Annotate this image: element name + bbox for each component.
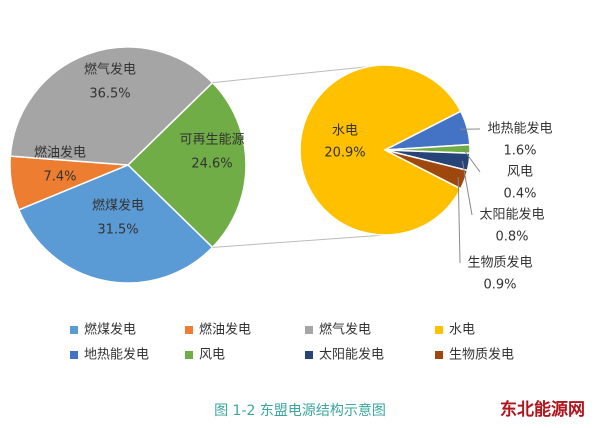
slice-value: 31.5%	[97, 223, 138, 238]
legend-swatch	[435, 351, 443, 359]
slice-label: 生物质发电	[467, 255, 532, 271]
slice-label: 风电	[507, 165, 533, 180]
connector	[212, 64, 386, 84]
leader-line	[461, 160, 473, 216]
legend-label: 燃气发电	[319, 322, 371, 338]
slice-label: 燃油发电	[34, 145, 86, 161]
slice-label: 水电	[332, 124, 358, 139]
slice-label: 太阳能发电	[479, 207, 544, 223]
sub-pie-slice	[299, 64, 462, 236]
caption: 图 1-2 东盟电源结构示意图	[214, 402, 386, 419]
slice-value: 7.4%	[43, 170, 76, 185]
leader-line	[457, 177, 461, 264]
slice-label: 燃气发电	[84, 62, 136, 78]
slice-value: 36.5%	[89, 87, 130, 102]
watermark: 东北能源网	[500, 399, 585, 420]
sub-pie-slice	[384, 149, 469, 190]
pie-slice	[17, 164, 214, 284]
slice-value: 24.6%	[191, 157, 232, 172]
legend-label: 风电	[199, 348, 225, 363]
legend-label: 燃煤发电	[84, 322, 136, 338]
legend-swatch	[305, 326, 313, 334]
pie-slice	[9, 46, 214, 166]
legend-label: 水电	[449, 323, 475, 338]
pie-slice	[126, 81, 247, 249]
legend-swatch	[70, 351, 78, 359]
legend-swatch	[305, 351, 313, 359]
slice-label: 地热能发电	[487, 121, 552, 137]
slice-value: 0.4%	[503, 187, 536, 202]
legend-swatch	[185, 351, 193, 359]
legend-swatch	[70, 326, 78, 334]
legend-label: 地热能发电	[84, 347, 149, 363]
slice-label: 可再生能源	[179, 133, 244, 148]
slice-value: 0.9%	[483, 278, 516, 293]
legend-label: 太阳能发电	[319, 347, 384, 363]
connector	[212, 234, 386, 248]
leader-line	[462, 148, 481, 173]
legend-label: 生物质发电	[449, 347, 514, 363]
slice-value: 1.6%	[503, 144, 536, 159]
slice-value: 0.8%	[495, 230, 528, 245]
legend-label: 燃油发电	[199, 322, 251, 338]
legend-swatch	[435, 326, 443, 334]
slice-value: 20.9%	[324, 146, 365, 161]
slice-label: 燃煤发电	[92, 198, 144, 214]
legend-swatch	[185, 326, 193, 334]
